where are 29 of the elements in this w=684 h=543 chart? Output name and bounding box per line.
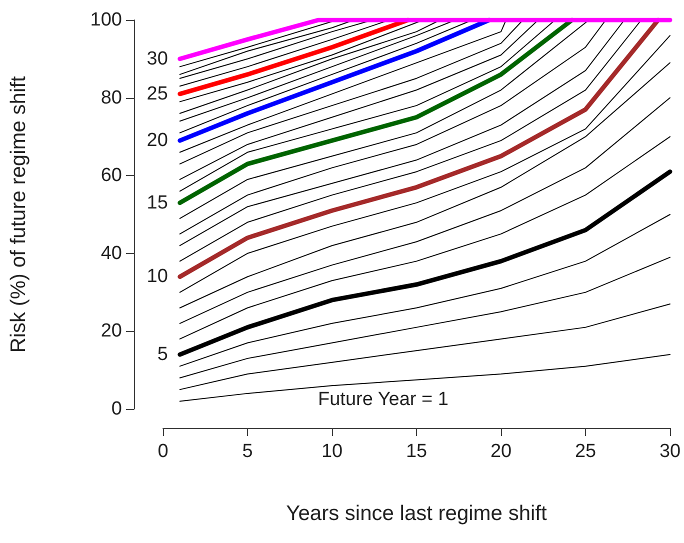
y-tick-label: 100 (90, 10, 122, 30)
x-tick-label: 20 (490, 441, 512, 462)
series-label: 25 (146, 83, 168, 104)
series-label: 20 (146, 130, 168, 152)
line-series (179, 303, 670, 390)
series-label: 5 (157, 344, 168, 366)
series-label: 10 (146, 266, 168, 288)
x-tick-label: 5 (242, 441, 253, 462)
series-label: 15 (146, 192, 168, 214)
y-tick-label: 20 (100, 320, 122, 342)
x-tick-label: 0 (158, 441, 168, 462)
y-tick-label: 60 (100, 165, 122, 186)
line-series (179, 136, 670, 340)
x-tick-label: 15 (406, 441, 428, 462)
y-tick-label: 80 (100, 87, 122, 108)
x-tick-label: 30 (659, 441, 681, 462)
y-tick-label: 40 (100, 242, 122, 264)
line-series (179, 62, 670, 308)
series-label: 30 (146, 48, 168, 70)
y-tick-label: 0 (111, 398, 122, 420)
x-tick-label: 25 (574, 441, 596, 462)
line-series (179, 97, 670, 324)
x-axis-title: Years since last regime shift (286, 502, 547, 525)
y-axis-title: Risk (%) of future regime shift (7, 76, 30, 353)
line-series (179, 214, 670, 367)
annotation: Future Year = 1 (318, 389, 448, 410)
x-tick-label: 10 (321, 441, 343, 462)
line-series (178, 169, 672, 357)
line-series (179, 256, 670, 378)
